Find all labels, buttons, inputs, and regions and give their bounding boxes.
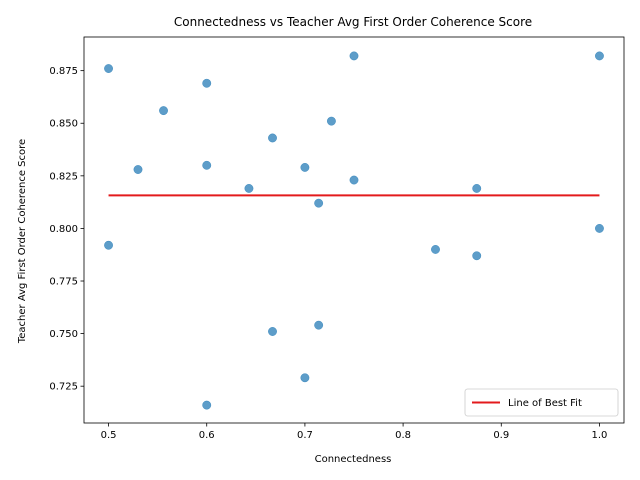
data-point [472, 251, 482, 261]
data-point [202, 78, 212, 88]
data-point [244, 184, 254, 193]
legend: Line of Best Fit [464, 388, 619, 417]
data-point [133, 165, 143, 174]
y-tick-label: 0.825 [49, 171, 78, 182]
axes: 0.5 0.6 0.7 0.8 0.9 1.0 0.725 0.750 0.775 0.800 0.… [49, 36, 625, 441]
data-point [314, 320, 324, 330]
data-point [202, 160, 212, 170]
data-point [104, 240, 113, 250]
data-point [349, 175, 359, 185]
y-tick-label: 0.775 [49, 277, 78, 288]
legend-box [464, 388, 619, 417]
data-point [595, 223, 604, 233]
x-tick-label: 1.0 [592, 430, 608, 441]
y-tick-label: 0.875 [49, 66, 78, 77]
data-point [349, 51, 359, 61]
data-point [326, 116, 336, 126]
data-point [202, 400, 212, 410]
data-point [314, 198, 324, 208]
data-point [104, 64, 113, 74]
y-axis-label: Teacher Avg First Order Coherence Score [17, 139, 28, 344]
x-tick-label: 0.5 [101, 430, 117, 441]
x-tick-label: 0.9 [493, 430, 509, 441]
chart-title: Connectedness vs Teacher Avg First Order… [174, 15, 532, 29]
x-axis-label: Connectedness [315, 454, 392, 465]
y-tick-label: 0.725 [49, 382, 78, 393]
data-point [431, 245, 440, 254]
axes-frame [83, 36, 625, 424]
data-point [300, 162, 310, 172]
y-tick-label: 0.800 [49, 224, 78, 235]
data-point [300, 373, 310, 383]
data-point [268, 327, 277, 336]
plot-area [104, 51, 604, 410]
data-point [268, 133, 277, 143]
data-point [472, 184, 482, 193]
y-tick-label: 0.750 [49, 329, 78, 340]
x-tick-label: 0.6 [199, 430, 215, 441]
data-point [159, 106, 168, 116]
data-point [595, 51, 604, 61]
y-tick-label: 0.850 [49, 119, 78, 130]
x-tick-label: 0.8 [395, 430, 411, 441]
legend-label: Line of Best Fit [508, 398, 582, 409]
x-tick-label: 0.7 [297, 430, 313, 441]
